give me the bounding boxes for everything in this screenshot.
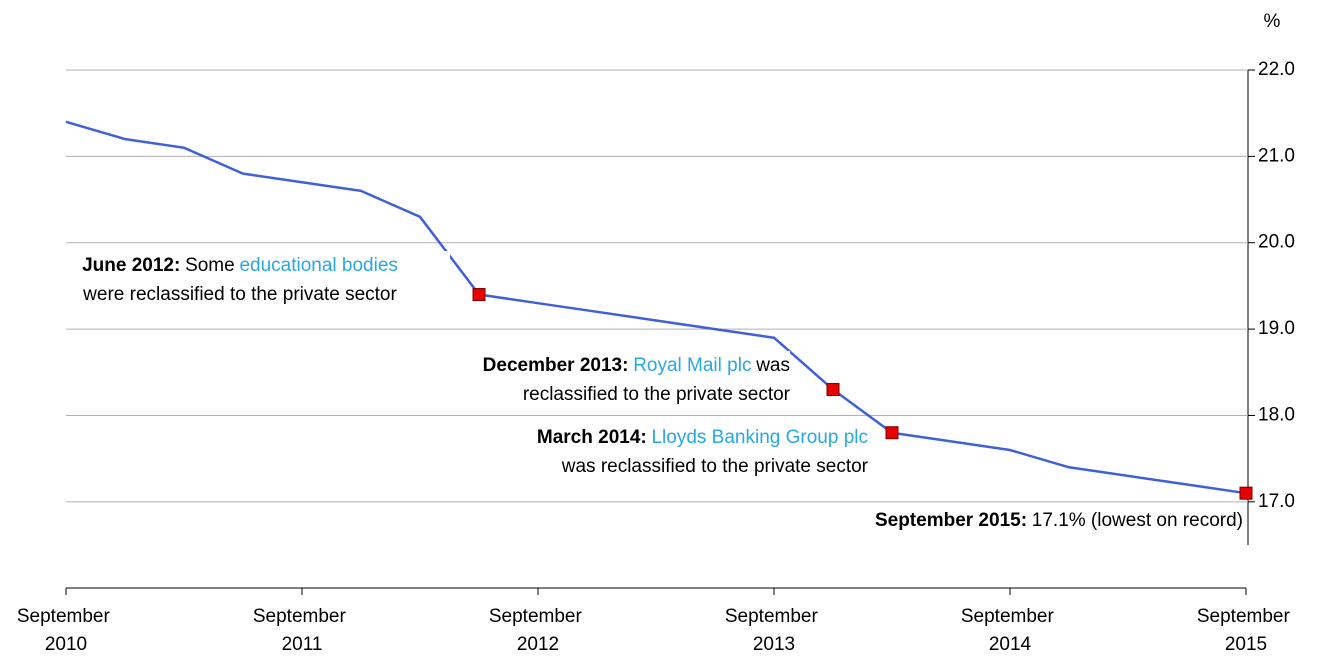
y-tick-label: 20.0	[1258, 232, 1295, 253]
annotation: March 2014: Lloyds Banking Group plc was r…	[536, 423, 868, 481]
annotation-label: March 2014:	[536, 427, 647, 448]
annotation-label: June 2012:	[82, 255, 181, 276]
x-tick-label: September 2011	[253, 606, 351, 655]
x-tick-label: September 2013	[725, 606, 823, 655]
y-tick-label: 21.0	[1258, 145, 1295, 166]
annotation-line: were reclassified to the private sector	[30, 280, 450, 309]
annotation-line2: reclassified to the private sector	[522, 384, 790, 405]
annotation-label: September 2015:	[874, 510, 1028, 531]
annotation-line: June 2012: Some educational bodies	[30, 251, 450, 280]
annotation: September 2015: 17.1% (lowest on record)	[874, 506, 1243, 535]
y-tick-label: 17.0	[1258, 491, 1295, 512]
x-tick-label: September 2015	[1197, 606, 1295, 655]
annotation-line2: was reclassified to the private sector	[561, 456, 868, 477]
annotation: June 2012: Some educational bodies were rec…	[30, 251, 450, 309]
annotation-link[interactable]: Lloyds Banking Group plc	[651, 427, 868, 448]
x-tick-label: September 2012	[489, 606, 587, 655]
y-tick-label: 22.0	[1258, 59, 1295, 80]
line-series	[65, 120, 1247, 495]
y-tick-label: 19.0	[1258, 318, 1295, 339]
y-tick-label: 18.0	[1258, 404, 1295, 425]
annotation-line: March 2014: Lloyds Banking Group plc	[537, 423, 868, 452]
y-unit: %	[1264, 11, 1281, 32]
x-tick-label: September 2014	[961, 606, 1059, 655]
annotation-line: was reclassified to the private sector	[537, 452, 868, 481]
annotation: December 2013: Royal Mail plc was reclassif…	[482, 351, 790, 409]
annotation-line: reclassified to the private sector	[483, 380, 790, 409]
x-tick-label: September 2010	[17, 606, 115, 655]
annotation-label: December 2013:	[482, 355, 629, 376]
annotation-line: September 2015: 17.1% (lowest on record)	[875, 506, 1243, 535]
annotation-line: December 2013: Royal Mail plc was	[483, 351, 790, 380]
annotation-line2: were reclassified to the private sector	[83, 284, 397, 305]
annotation-link[interactable]: educational bodies	[239, 255, 398, 276]
annotation-after: was	[756, 355, 790, 376]
annotation-link[interactable]: Royal Mail plc	[633, 355, 752, 376]
annotation-before: Some	[185, 255, 235, 276]
annotation-after: 17.1% (lowest on record)	[1031, 510, 1243, 531]
